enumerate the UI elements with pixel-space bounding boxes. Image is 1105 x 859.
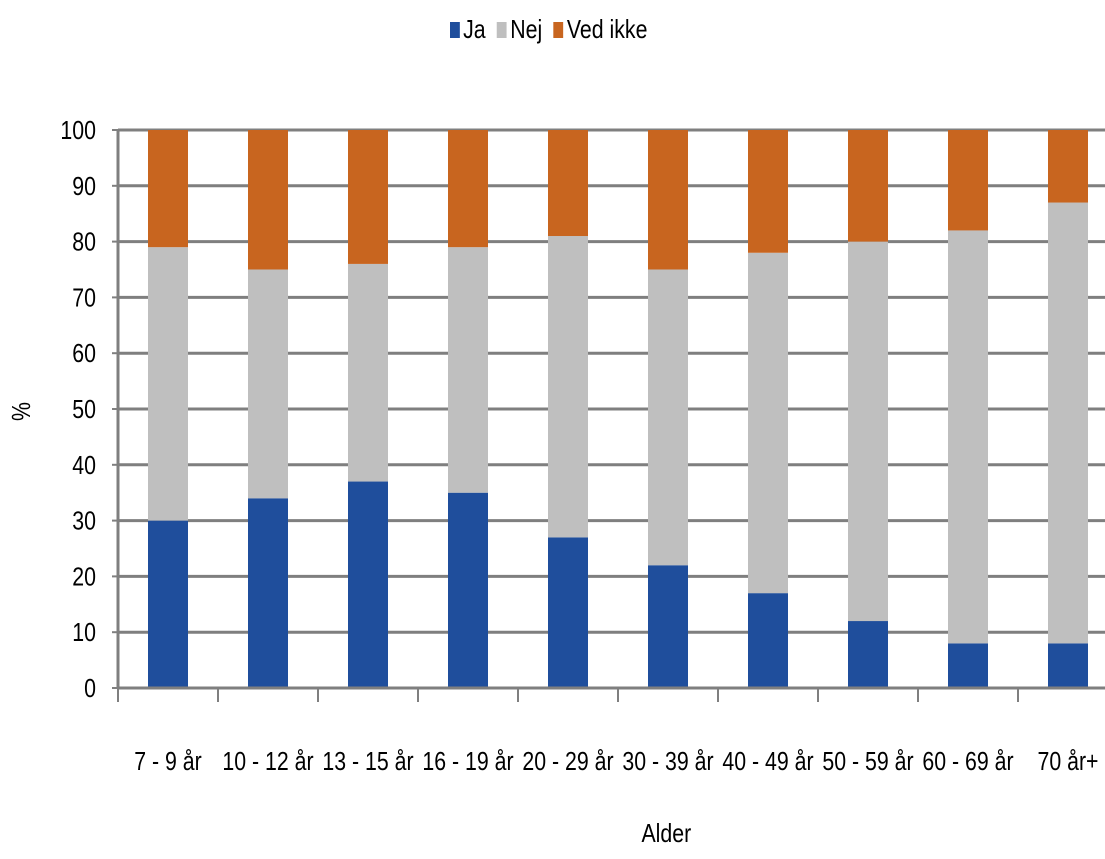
x-tick-labels: 7 - 9 år 10 - 12 år 13 - 15 år 16 - 19 år 20…: [134, 747, 1098, 777]
bar-segment-nej: [748, 252, 788, 594]
x-tick-label: 30 - 39 år: [622, 747, 713, 777]
bar-segment-nej: [848, 241, 888, 622]
y-tick-label: 90: [72, 172, 96, 202]
x-tick-label: 16 - 19 år: [422, 747, 513, 777]
bar-segment-nej: [148, 247, 188, 521]
bars: [148, 130, 1088, 688]
x-tick-label: 70 år+: [1037, 747, 1098, 777]
y-tick-labels: 0 10 20 30 40 50 60 70 80 90 100: [60, 116, 96, 704]
legend-item-ved-ikke: Ved ikke: [553, 14, 648, 45]
y-tick-label: 70: [72, 283, 96, 313]
bar-segment-ved-ikke: [548, 130, 588, 237]
bar-segment-ved-ikke: [448, 130, 488, 248]
bar-segment-nej: [948, 230, 988, 644]
bar-segment-ved-ikke: [148, 130, 188, 248]
y-tick-label: 0: [84, 674, 96, 704]
bar-segment-ved-ikke: [348, 130, 388, 264]
legend-swatch-nej: [497, 21, 507, 38]
legend-item-ja: Ja: [450, 14, 486, 45]
bar-segment-ved-ikke: [1048, 130, 1088, 203]
y-tick-label: 10: [72, 618, 96, 648]
bar-segment-ved-ikke: [948, 130, 988, 231]
legend-swatch-ved-ikke: [553, 21, 564, 38]
legend-label-ved-ikke: Ved ikke: [566, 14, 648, 44]
bar-segment-nej: [348, 263, 388, 482]
x-tick-label: 60 - 69 år: [922, 747, 1013, 777]
bar-segment-ved-ikke: [848, 130, 888, 242]
y-tick-label: 80: [72, 228, 96, 258]
bar-segment-ja: [548, 537, 588, 688]
bar-segment-ja: [948, 643, 988, 688]
x-tick-label: 10 - 12 år: [222, 747, 313, 777]
bar-segment-ja: [348, 481, 388, 688]
x-axis-title: Alder: [641, 818, 692, 848]
legend-label-ja: Ja: [463, 14, 486, 44]
bar-segment-ja: [448, 492, 488, 688]
x-tick-label: 20 - 29 år: [522, 747, 613, 777]
bar-segment-ja: [748, 593, 788, 688]
bar-segment-nej: [448, 247, 488, 493]
x-tick-label: 40 - 49 år: [722, 747, 813, 777]
y-tick-label: 20: [72, 562, 96, 592]
legend-swatch-ja: [450, 21, 460, 38]
bar-segment-ved-ikke: [648, 130, 688, 270]
y-tick-label: 50: [72, 395, 96, 425]
bar-segment-ja: [848, 621, 888, 688]
legend-item-nej: Nej: [497, 14, 542, 45]
bar-segment-nej: [1048, 202, 1088, 644]
axes: [112, 129, 1105, 702]
bar-segment-nej: [648, 269, 688, 566]
y-tick-label: 60: [72, 339, 96, 369]
bar-segment-ja: [1048, 643, 1088, 688]
y-axis-title: %: [6, 402, 37, 421]
bar-segment-ja: [248, 498, 288, 688]
x-tick-label: 50 - 59 år: [822, 747, 913, 777]
bar-segment-nej: [248, 269, 288, 499]
bar-segment-ved-ikke: [248, 130, 288, 270]
bar-segment-nej: [548, 236, 588, 538]
x-tick-label: 13 - 15 år: [322, 747, 413, 777]
y-tick-label: 30: [72, 507, 96, 537]
y-tick-label: 40: [72, 451, 96, 481]
bar-segment-ja: [148, 520, 188, 688]
bar-segment-ja: [648, 565, 688, 688]
bar-segment-ved-ikke: [748, 130, 788, 253]
legend-label-nej: Nej: [510, 14, 543, 44]
x-tick-label: 7 - 9 år: [134, 747, 202, 777]
legend: Ja Nej Ved ikke: [450, 14, 659, 45]
y-tick-label: 100: [60, 116, 96, 146]
